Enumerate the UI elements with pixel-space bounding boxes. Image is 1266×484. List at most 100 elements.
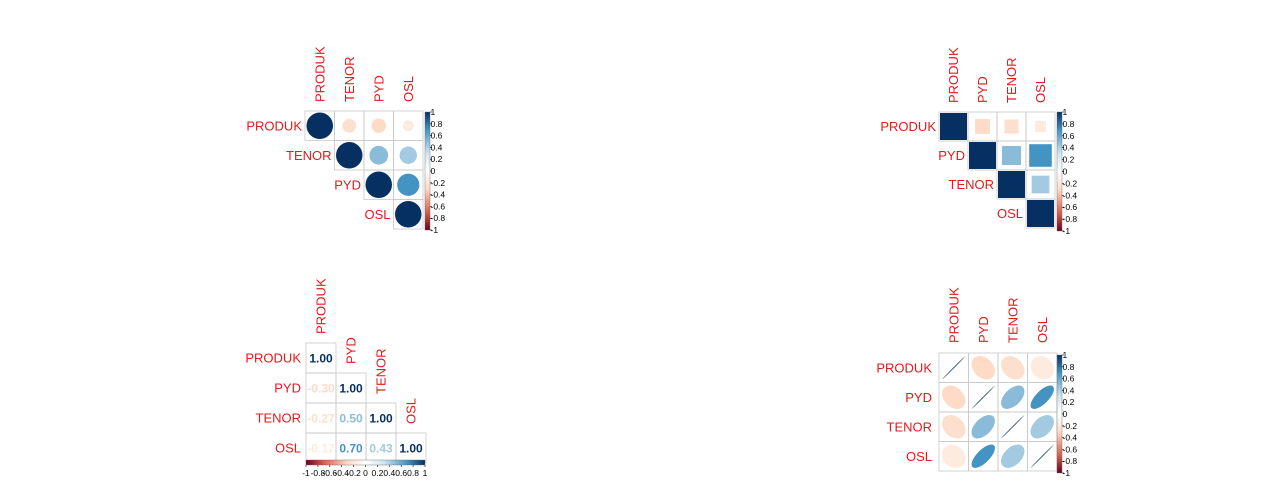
scale-tick-label: -0.4: [334, 468, 349, 478]
corr-ellipse-produk-tenor: [1001, 356, 1025, 380]
corr-value-osl-produk: -0.17: [307, 442, 335, 456]
corr-ellipse-tenor-osl: [1030, 415, 1054, 439]
corr-circle-produk-tenor: [342, 118, 357, 133]
corr-value-osl-osl: 1.00: [399, 442, 423, 456]
corr-value-tenor-produk: -0.27: [307, 412, 335, 426]
scale-tick-label: 0.8: [1063, 119, 1075, 129]
corr-square-tenor-tenor: [998, 171, 1025, 198]
corr-square-produk-osl: [1034, 120, 1047, 133]
corr-value-osl-tenor: 0.43: [369, 442, 393, 456]
col-label-produk: PRODUK: [946, 287, 961, 343]
col-label-tenor: TENOR: [342, 57, 357, 103]
scale-tick-label: 0.6: [431, 131, 443, 141]
scale-tick-label: -0.6: [1063, 202, 1078, 212]
row-label-tenor: TENOR: [887, 419, 933, 434]
row-label-tenor: TENOR: [286, 148, 332, 163]
scale-tick-label: 0: [431, 166, 436, 176]
scale-tick-label: -1: [431, 225, 439, 235]
corr-value-produk-produk: 1.00: [309, 352, 333, 366]
scale-tick-label: 0.4: [431, 142, 443, 152]
scale-tick-label: 0.4: [1063, 143, 1075, 153]
scale-tick-label: -1: [1063, 468, 1071, 478]
number-corrplot: PRODUK PRODUK 1.00 PYD PYD -0.30 1.00 TENOR TENO…: [245, 278, 427, 478]
scale-tick-label: 0: [1063, 409, 1068, 419]
scale-tick-label: -0.2: [1063, 421, 1078, 431]
corr-circle-tenor-tenor: [336, 142, 363, 169]
col-label-pyd: PYD: [975, 76, 990, 103]
col-label-osl: OSL: [1035, 317, 1050, 343]
row-label-pyd: PYD: [938, 148, 965, 163]
row-label-produk: PRODUK: [876, 360, 932, 375]
corr-value-pyd-produk: -0.30: [307, 382, 335, 396]
corr-square-pyd-osl: [1029, 144, 1052, 167]
col-label-produk: PRODUK: [946, 47, 961, 103]
scale-tick-label: -0.8: [311, 468, 326, 478]
col-label-tenor: TENOR: [1004, 58, 1019, 104]
corr-value-osl-pyd: 0.70: [339, 442, 363, 456]
color-scale-bar: [424, 111, 431, 231]
scale-tick-label: -0.2: [346, 468, 361, 478]
corr-square-osl-osl: [1027, 200, 1054, 227]
corr-ellipse-osl-tenor: [1001, 444, 1025, 468]
corr-ellipse-tenor-produk: [942, 415, 966, 439]
scale-tick-label: -0.6: [431, 201, 446, 211]
corr-value-pyd-pyd: 1.00: [339, 382, 363, 396]
scale-tick-label: 1: [431, 107, 436, 117]
scale-tick-label: 0.2: [1063, 397, 1075, 407]
scale-tick-label: -1: [302, 468, 310, 478]
corr-value-tenor-tenor: 1.00: [369, 412, 393, 426]
corr-circle-tenor-pyd: [369, 145, 389, 165]
scale-tick-label: -0.4: [431, 190, 446, 200]
scale-tick-label: -0.8: [431, 213, 446, 223]
corr-square-produk-pyd: [975, 119, 990, 134]
scale-tick-label: 1: [1063, 107, 1068, 117]
corr-circle-pyd-osl: [397, 173, 420, 196]
col-label-tenor: TENOR: [374, 349, 389, 395]
col-label-pyd: PYD: [344, 337, 359, 364]
scale-tick-label: -0.6: [322, 468, 337, 478]
scale-tick-label: 0.8: [431, 119, 443, 129]
row-label-tenor: TENOR: [256, 411, 302, 426]
row-label-produk: PRODUK: [880, 119, 936, 134]
scale-tick-label: 0.8: [1063, 362, 1075, 372]
scale-tick-label: 0.8: [407, 468, 419, 478]
color-scale-bar: [1056, 354, 1063, 474]
corr-square-pyd-tenor: [1001, 145, 1022, 166]
row-label-osl: OSL: [364, 207, 390, 222]
color-scale-bar: [305, 459, 426, 466]
scale-tick-label: 1: [1063, 350, 1068, 360]
scale-tick-label: 0: [363, 468, 368, 478]
row-label-osl: OSL: [997, 206, 1023, 221]
scale-tick-label: 0.6: [1063, 131, 1075, 141]
scale-tick-label: 0.6: [1063, 374, 1075, 384]
corr-ellipse-tenor-pyd: [971, 415, 995, 439]
row-label-produk: PRODUK: [245, 351, 301, 366]
corr-ellipse-osl-produk: [942, 444, 966, 468]
grid-cell: [1025, 198, 1056, 229]
scale-tick-label: -0.8: [1063, 214, 1078, 224]
corr-circle-pyd-pyd: [365, 171, 392, 198]
col-label-pyd: PYD: [371, 75, 386, 102]
col-label-osl: OSL: [401, 76, 416, 102]
col-label-osl: OSL: [404, 398, 419, 424]
scale-tick-label: -1: [1063, 226, 1071, 236]
col-label-pyd: PYD: [976, 316, 991, 343]
col-label-produk: PRODUK: [312, 46, 327, 102]
col-label-osl: OSL: [1033, 77, 1048, 103]
scale-tick-label: 0.2: [431, 154, 443, 164]
col-label-produk: PRODUK: [314, 278, 329, 334]
corr-ellipse-pyd-pyd: [971, 385, 995, 409]
row-label-pyd: PYD: [334, 177, 361, 192]
scale-tick-label: 0: [1063, 167, 1068, 177]
corr-ellipse-pyd-produk: [942, 385, 966, 409]
row-label-osl: OSL: [275, 441, 301, 456]
corr-ellipse-produk-osl: [1030, 356, 1054, 380]
row-label-produk: PRODUK: [246, 118, 302, 133]
corr-circle-osl-osl: [395, 201, 422, 228]
col-label-tenor: TENOR: [1005, 298, 1020, 344]
color-scale-bar: [1056, 111, 1063, 232]
corr-square-produk-tenor: [1004, 119, 1019, 134]
scale-tick-label: 0.4: [1063, 385, 1075, 395]
corr-ellipse-produk-pyd: [971, 356, 995, 380]
square-corrplot: PRODUKPRODUKPYDPYDTENORTENOROSLOSL10.80.…: [880, 47, 1077, 236]
